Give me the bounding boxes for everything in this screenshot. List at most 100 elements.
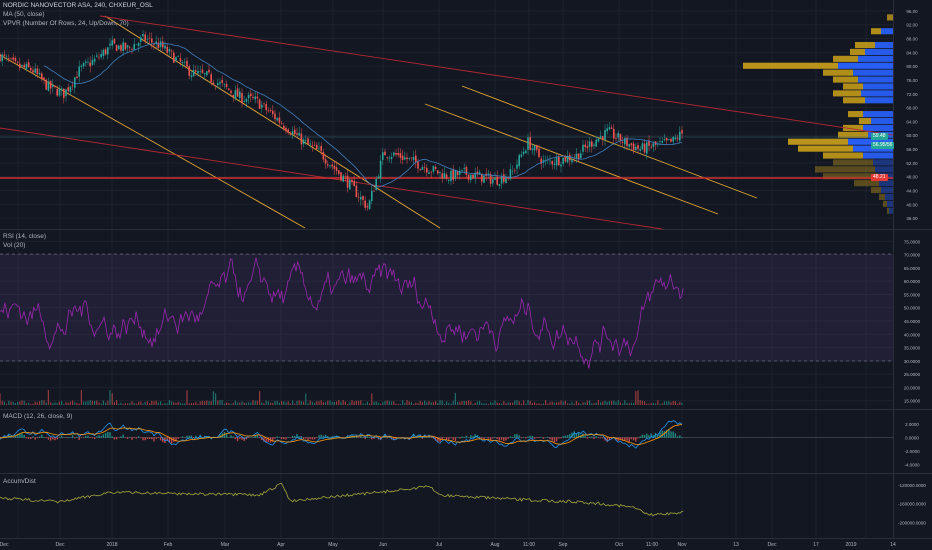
macd-hist-bar — [608, 437, 611, 441]
channel-upper-orange[interactable] — [424, 103, 719, 215]
candle-body — [327, 164, 329, 166]
candle-body — [67, 87, 69, 91]
macd-hist-bar — [635, 437, 637, 442]
volume-bar — [432, 402, 434, 405]
volume-bar — [404, 403, 406, 405]
volume-bar — [292, 400, 294, 405]
volume-bar — [509, 402, 511, 405]
volume-bar — [338, 400, 340, 405]
ma-legend[interactable]: MA (50, close) — [3, 11, 45, 18]
volume-bar — [138, 401, 140, 405]
candle-body — [536, 145, 538, 150]
symbol-title[interactable]: NORDIC NANOVECTOR ASA, 240, CHXEUR_OSL — [3, 2, 153, 9]
candle-body — [291, 131, 294, 135]
macd-hist-bar — [564, 435, 567, 438]
volume-bar — [490, 401, 492, 405]
candle-body — [571, 159, 573, 163]
volume-bar — [492, 402, 494, 405]
volume-bar — [481, 403, 483, 405]
volume-bar — [635, 391, 637, 405]
volume-bar — [551, 401, 553, 405]
vp-up-15 — [848, 138, 893, 145]
candle-body — [591, 141, 593, 147]
macd-hist-bar — [562, 436, 564, 438]
volume-bar — [485, 403, 487, 405]
candle-body — [520, 154, 523, 157]
macd-hist-bar — [219, 434, 221, 438]
volume-bar — [67, 402, 69, 405]
macd-hist-bar — [474, 434, 476, 438]
volume-bar — [164, 403, 166, 405]
candle-body — [663, 139, 666, 141]
macd-hist-bar — [126, 437, 129, 439]
volume-bar — [413, 403, 415, 405]
volume-bar — [39, 401, 41, 405]
volume-bar — [162, 403, 164, 405]
candle-body — [335, 167, 338, 171]
volume-bar — [679, 401, 681, 405]
macd-hist-bar — [234, 437, 237, 440]
channel-lower-orange[interactable] — [461, 85, 758, 199]
macd-hist-bar — [131, 437, 133, 440]
macd-hist-bar — [558, 437, 560, 439]
candle-body — [437, 170, 439, 174]
rsi-legend[interactable]: RSI (14, close) — [3, 233, 46, 240]
volume-bar — [358, 400, 360, 405]
candle-body — [135, 44, 138, 46]
macd-hist-bar — [641, 434, 644, 438]
volume-bar — [6, 403, 8, 405]
candle-body — [146, 39, 149, 40]
time-label-5: Apr — [277, 542, 285, 548]
volume-bar — [611, 400, 613, 405]
macd-hist-bar — [197, 437, 199, 438]
rsi-tick-8: 35.0000 — [904, 346, 921, 351]
volume-bar — [215, 393, 217, 405]
macd-hist-bar — [426, 437, 428, 439]
macd-hist-bar — [140, 437, 142, 439]
candle-body — [140, 37, 142, 42]
volume-bar — [553, 402, 555, 405]
vp-up-4 — [858, 55, 893, 62]
volume-legend[interactable]: Vol (20) — [3, 242, 26, 249]
macd-hist-bar — [619, 437, 622, 440]
candle-body — [52, 84, 54, 87]
macd-legend[interactable]: MACD (12, 26, close, 9) — [3, 413, 73, 420]
macd-hist-bar — [507, 437, 509, 439]
vp-up-3 — [865, 48, 893, 55]
candle-body — [175, 57, 177, 62]
volume-bar — [399, 403, 401, 405]
candle-body — [230, 90, 232, 94]
macd-hist-bar — [192, 437, 195, 439]
volume-bar — [298, 400, 300, 405]
volume-bar — [545, 400, 547, 405]
rsi-tick-11: 20.0000 — [904, 385, 921, 390]
time-label-11: Sep — [559, 542, 568, 548]
candle-body — [404, 157, 406, 160]
macd-hist-bar — [659, 432, 661, 438]
candle-body — [514, 170, 516, 172]
volume-bar — [19, 401, 21, 405]
volume-bar — [113, 402, 115, 405]
macd-hist-bar — [318, 435, 320, 438]
candle-body — [30, 67, 32, 71]
macd-hist-bar — [102, 434, 105, 438]
volume-bar — [190, 402, 192, 405]
volume-bar — [1, 400, 3, 405]
candle-body — [263, 103, 265, 105]
vpvr-legend[interactable]: VPVR (Number Of Rows, 24, Up/Down, 70) — [3, 20, 129, 27]
price-tick-15: 36.00 — [906, 216, 918, 221]
vp-up-10 — [865, 97, 893, 104]
volume-bar — [3, 401, 5, 405]
volume-bar — [65, 402, 67, 405]
trendline-red-upper[interactable] — [99, 15, 894, 136]
trendline-mid-orange[interactable] — [104, 15, 441, 229]
macd-hist-bar — [551, 437, 553, 441]
macd-hist-bar — [25, 437, 28, 439]
candle-body — [397, 152, 399, 155]
volume-bar — [652, 403, 654, 405]
macd-hist-bar — [628, 437, 630, 443]
accum-legend[interactable]: Accum/Dist — [3, 478, 36, 485]
macd-hist-bar — [450, 437, 452, 439]
candle-body — [679, 131, 681, 141]
